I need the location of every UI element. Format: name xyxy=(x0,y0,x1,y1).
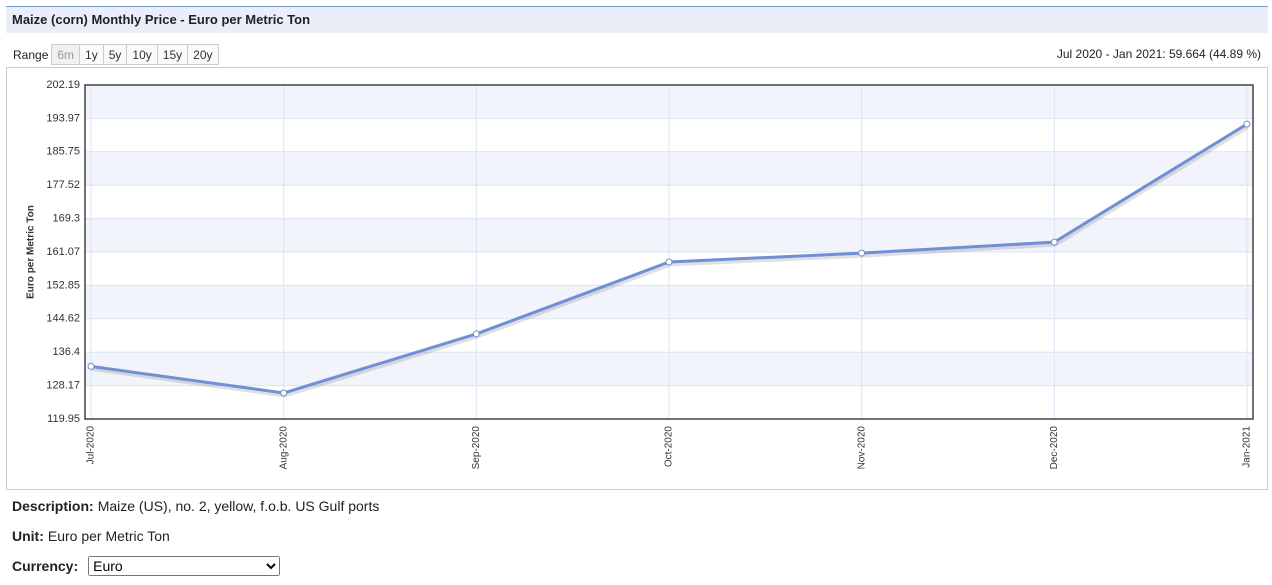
currency-select[interactable]: Euro xyxy=(88,556,281,576)
x-tick-label: Jul-2020 xyxy=(86,426,97,465)
unit-label: Unit: xyxy=(12,528,44,544)
range-button[interactable]: 15y xyxy=(156,44,189,65)
currency: Currency: Euro xyxy=(12,556,281,576)
range-button[interactable]: 1y xyxy=(79,44,104,65)
range-summary: Jul 2020 - Jan 2021: 59.664 (44.89 %) xyxy=(1056,47,1261,61)
description-label: Description: xyxy=(12,498,94,514)
y-tick-label: 177.52 xyxy=(46,179,80,191)
unit-text: Euro per Metric Ton xyxy=(47,528,170,544)
page-title: Maize (corn) Monthly Price - Euro per Me… xyxy=(6,6,1268,33)
point xyxy=(472,330,480,338)
point xyxy=(665,258,673,266)
chart: Euro per Metric Ton 119.95 128.17 136.4 144… xyxy=(6,67,1268,490)
x-tick-label: Oct-2020 xyxy=(664,426,675,468)
range-button[interactable]: 20y xyxy=(187,44,219,65)
description-text: Maize (US), no. 2, yellow, f.o.b. US Gul… xyxy=(97,498,380,514)
plot-border xyxy=(84,84,1254,420)
y-tick-label: 169.3 xyxy=(52,212,80,224)
point xyxy=(87,362,95,370)
range-button[interactable]: 6m xyxy=(51,44,81,65)
point xyxy=(280,389,288,397)
unit: Unit: Euro per Metric Ton xyxy=(12,528,170,544)
y-tick-label: 144.62 xyxy=(46,313,80,325)
range-button[interactable]: 5y xyxy=(102,44,128,65)
y-tick-label: 136.4 xyxy=(52,346,80,358)
y-tick-label: 193.97 xyxy=(46,112,80,124)
y-tick-label: 185.75 xyxy=(46,146,80,158)
range-label: Range xyxy=(13,47,49,62)
x-tick-label: Jan-2021 xyxy=(1242,426,1253,468)
point xyxy=(858,249,866,257)
y-tick-label: 161.07 xyxy=(46,246,80,258)
x-tick-label: Nov-2020 xyxy=(856,426,867,470)
y-tick-label: 152.85 xyxy=(46,279,80,291)
y-tick-label: 119.95 xyxy=(47,413,80,425)
description: Description: Maize (US), no. 2, yellow, f… xyxy=(12,498,379,514)
x-tick-label: Sep-2020 xyxy=(471,426,482,470)
x-tick-label: Aug-2020 xyxy=(278,426,289,470)
y-tick-label: 128.17 xyxy=(46,380,80,392)
range-button[interactable]: 10y xyxy=(126,44,158,65)
currency-label: Currency: xyxy=(12,558,79,574)
y-tick-label: 202.19 xyxy=(46,79,80,91)
x-tick-label: Dec-2020 xyxy=(1049,426,1060,470)
range-bar: Range 6m 1y 5y 10y 15y 20y xyxy=(13,44,219,65)
y-axis-title: Euro per Metric Ton xyxy=(26,205,37,299)
point xyxy=(1243,120,1251,128)
point xyxy=(1050,238,1058,246)
